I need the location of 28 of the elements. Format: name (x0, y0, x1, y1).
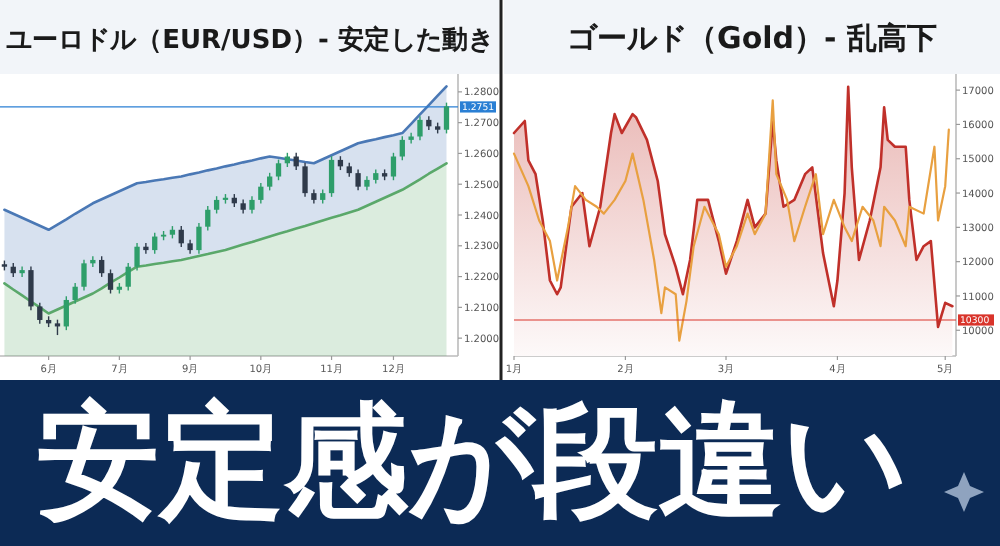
candlestick (258, 182, 264, 205)
candlestick (399, 135, 405, 161)
candlestick (99, 255, 105, 278)
candlestick (328, 155, 335, 198)
text: 安定感が段違い (36, 388, 908, 534)
candlestick (143, 242, 149, 255)
candlestick (275, 158, 282, 181)
candlestick (125, 262, 131, 292)
candlestick (417, 115, 423, 141)
candlestick (28, 265, 34, 311)
candlestick (443, 101, 450, 135)
chart-title: ユーロドル（EUR/USD）- 安定した動き (6, 24, 494, 56)
candlestick (152, 232, 158, 255)
chart-title: ゴールド（Gold）- 乱高下 (567, 20, 937, 56)
candlestick (19, 265, 25, 278)
candlestick (63, 295, 69, 331)
candlestick (37, 302, 43, 325)
candlestick (178, 225, 184, 248)
candlestick (205, 205, 211, 232)
candlestick (355, 168, 361, 192)
candlestick (196, 222, 202, 255)
candlestick (107, 268, 114, 295)
candlestick (72, 282, 78, 305)
candlestick (302, 161, 308, 198)
candlestick (408, 132, 414, 145)
candlestick (390, 152, 397, 181)
candlestick (134, 242, 140, 272)
candlestick (81, 258, 87, 292)
